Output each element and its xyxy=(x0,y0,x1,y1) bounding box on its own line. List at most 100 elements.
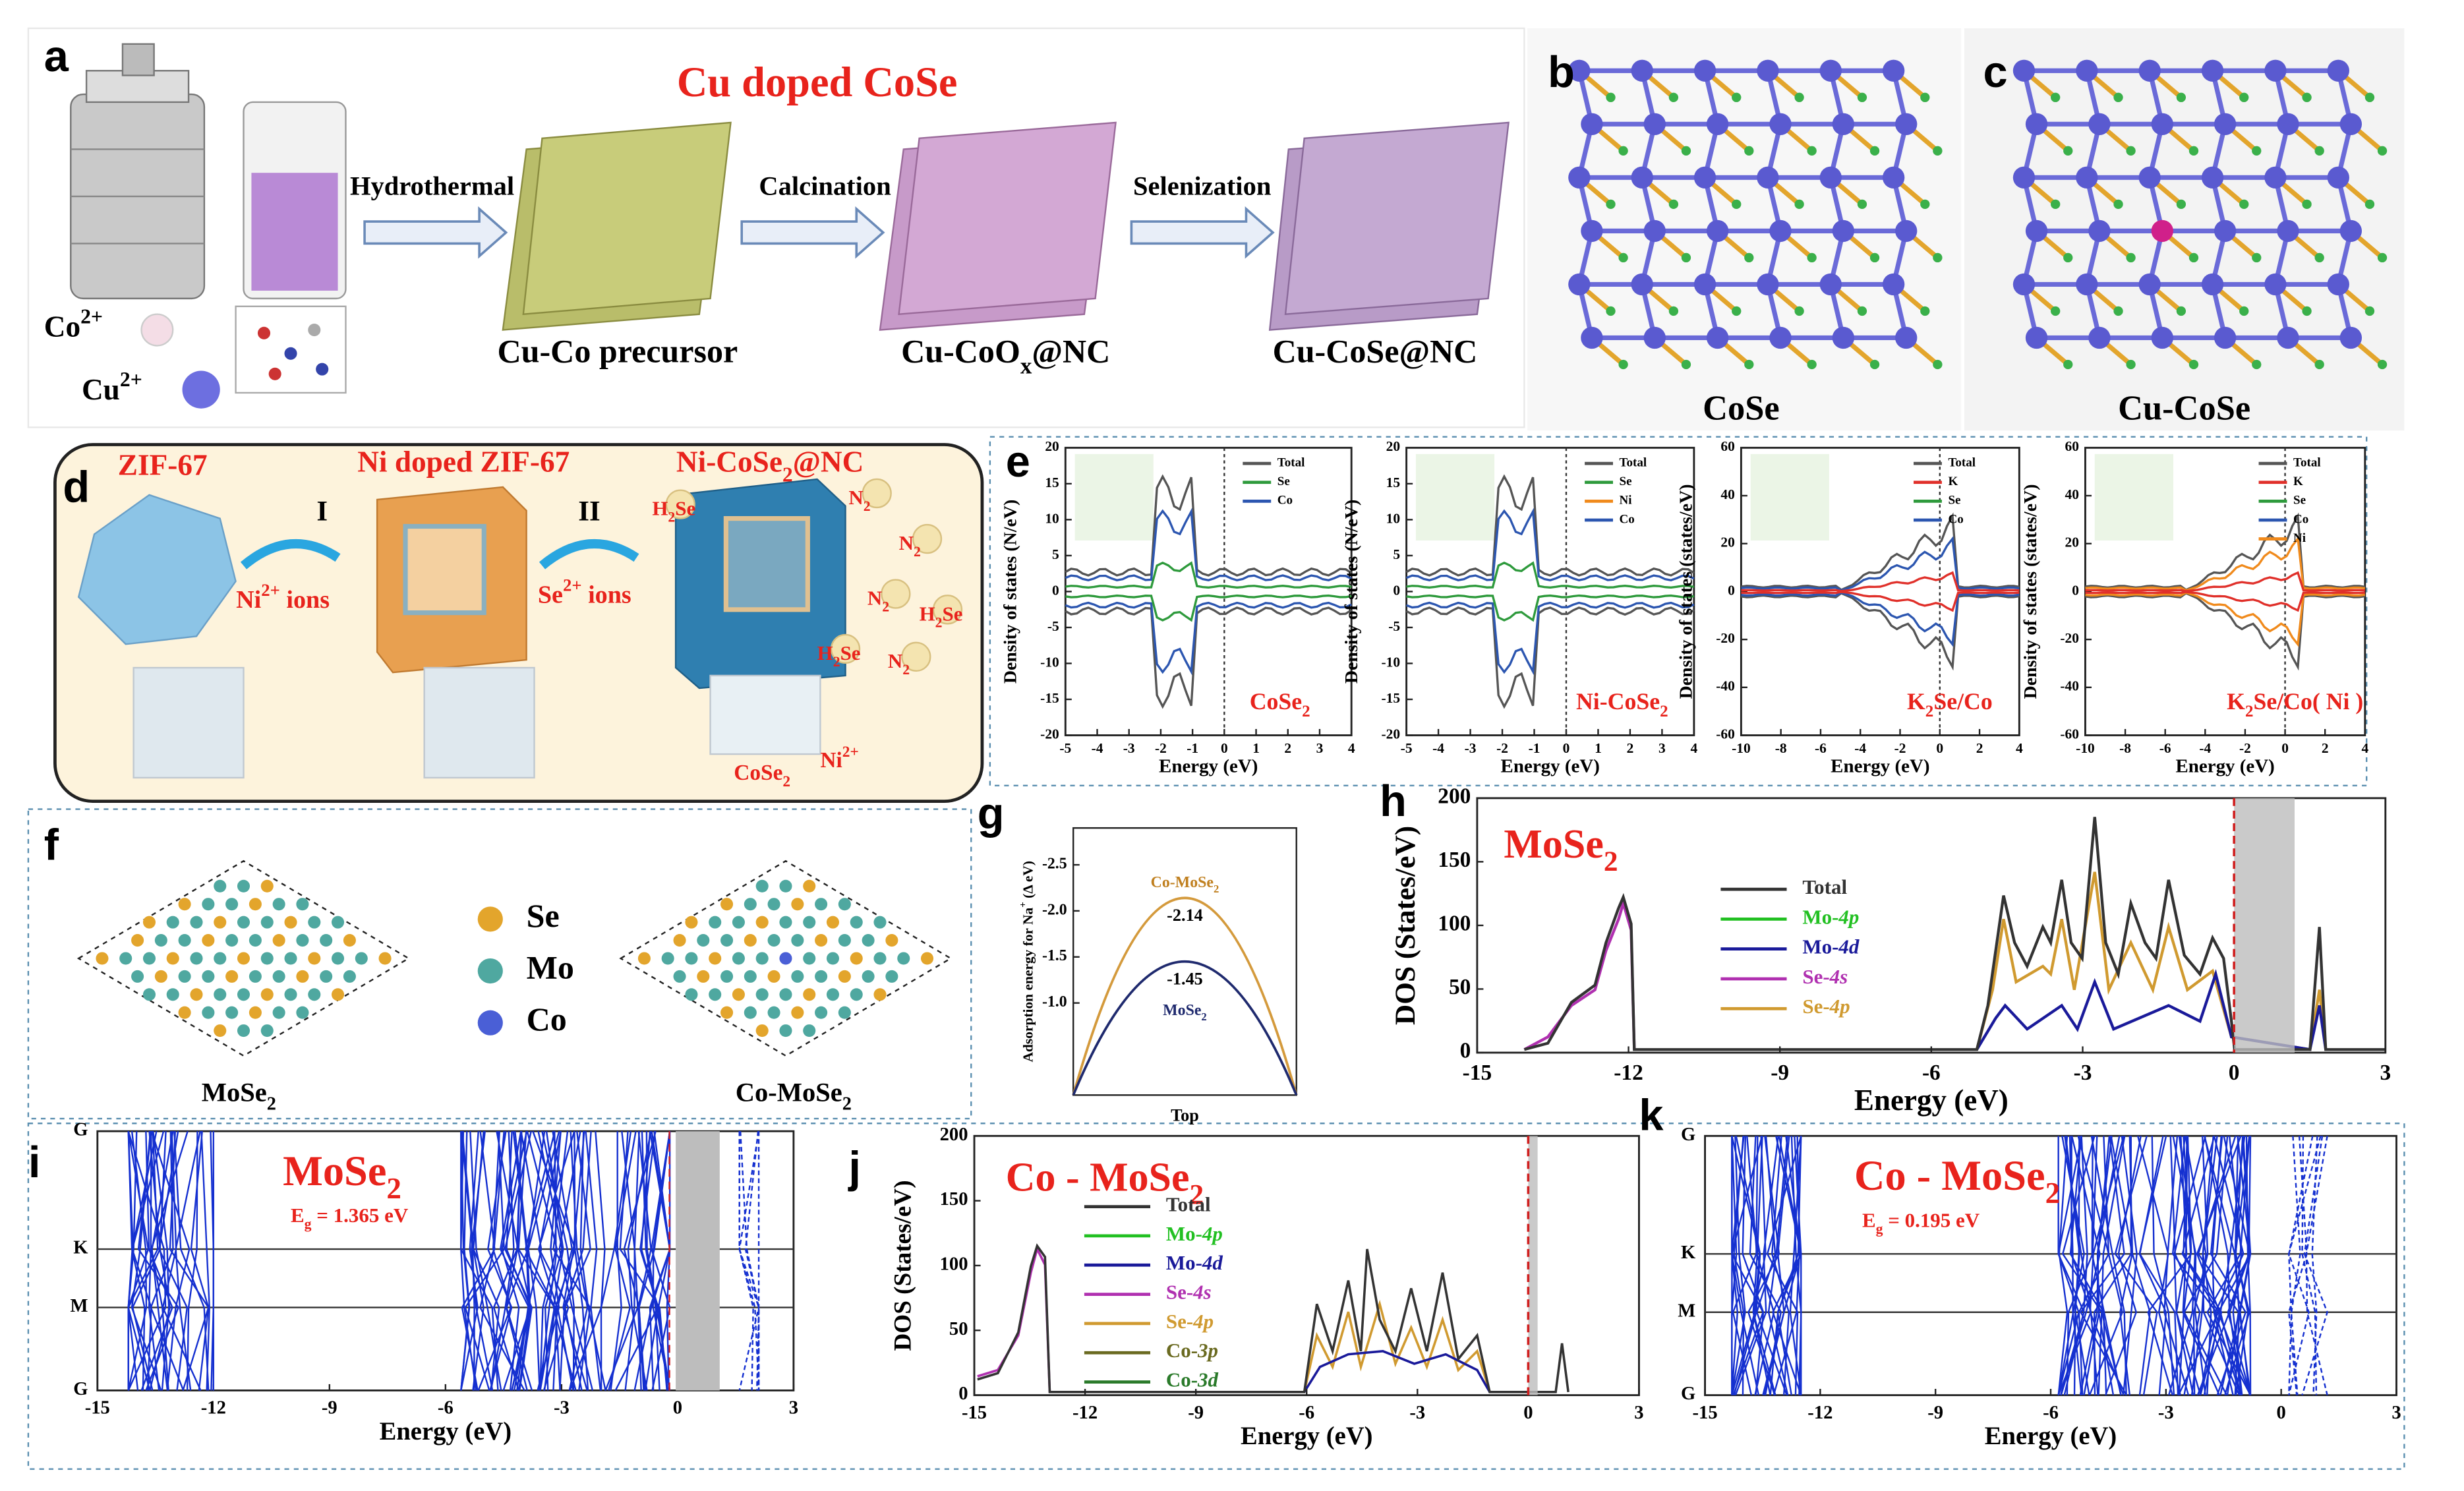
y-tick-label: 40 xyxy=(1720,486,1734,502)
legend-label: Se xyxy=(1948,494,1960,508)
step-label: Hydrothermal xyxy=(350,171,514,200)
atom xyxy=(2327,166,2349,189)
plot-name: CoSe2 xyxy=(1250,688,1310,720)
y-tick-label: 0 xyxy=(958,1384,968,1404)
decoration xyxy=(268,367,281,380)
atom xyxy=(697,970,710,983)
legend-label-part: 4d xyxy=(1202,1251,1223,1274)
y-tick-label: 60 xyxy=(1720,438,1734,454)
y-tick-label: 15 xyxy=(1045,475,1059,490)
gap-label: Eg = 0.195 eV xyxy=(1862,1209,1980,1237)
atom xyxy=(249,898,262,911)
band-line xyxy=(2151,1136,2175,1395)
atom xyxy=(272,1006,285,1019)
atom xyxy=(237,879,250,892)
atom xyxy=(2063,146,2073,156)
atom xyxy=(2252,359,2262,370)
ion-label-part: Se xyxy=(538,581,563,609)
band-line xyxy=(2227,1136,2252,1395)
decoration xyxy=(121,43,155,76)
band-line xyxy=(469,1131,502,1391)
y-tick-label: 50 xyxy=(1449,975,1471,999)
panel-label: f xyxy=(44,821,59,870)
y-tick-label: 60 xyxy=(2065,438,2078,454)
gas-label-part: 2 xyxy=(902,662,910,678)
atom xyxy=(1895,326,1918,349)
plot-title-part: 2 xyxy=(2045,1177,2061,1210)
band-line xyxy=(585,1131,602,1391)
atom xyxy=(237,916,250,929)
x-tick-label: -2 xyxy=(1496,740,1508,756)
inset xyxy=(1750,453,1829,541)
y-tick-label: -2.5 xyxy=(1042,855,1067,872)
energy-curve xyxy=(1072,960,1298,1096)
panel-label: k xyxy=(1639,1092,1664,1140)
band-line xyxy=(200,1131,210,1391)
x-tick-label: 4 xyxy=(1348,740,1355,756)
gas-bubble xyxy=(912,523,943,554)
x-axis-label: Energy (eV) xyxy=(1159,755,1258,776)
atom xyxy=(2302,199,2312,210)
atom xyxy=(1618,359,1628,370)
band-line xyxy=(537,1130,563,1391)
band-line xyxy=(641,1131,660,1391)
legend-label: Co xyxy=(527,1001,567,1038)
band-line xyxy=(150,1130,191,1391)
gas-label-part: N xyxy=(888,649,902,672)
series-label-part: Co-MoSe xyxy=(1151,874,1214,891)
inset-label-part: CoSe xyxy=(734,761,782,785)
ion-label: Ni2+ ions xyxy=(236,580,330,614)
x-tick-label: 3 xyxy=(1316,740,1324,756)
product-label: Cu-Co precursor xyxy=(498,333,738,370)
atom xyxy=(767,1006,780,1019)
atom xyxy=(1568,273,1591,296)
dopant-label-part: 2+ xyxy=(842,744,859,761)
atom xyxy=(2252,146,2262,156)
series-label-part: 2 xyxy=(1214,883,1219,895)
gap-band xyxy=(1528,1136,1538,1395)
atom xyxy=(154,934,167,947)
x-tick-label: -9 xyxy=(322,1398,337,1418)
atom xyxy=(1732,199,1742,210)
atom xyxy=(1807,146,1817,156)
atom xyxy=(131,934,144,947)
y-tick-label: -1.0 xyxy=(1042,993,1067,1010)
atom xyxy=(873,952,887,965)
ion-label-part: Ni xyxy=(236,586,262,614)
plot-name-part: K xyxy=(1907,688,1925,715)
atom xyxy=(249,934,262,947)
panel-ijk-frame xyxy=(27,1123,2405,1470)
atom xyxy=(178,934,191,947)
y-tick-label: 10 xyxy=(1045,510,1059,526)
x-tick-label: 0 xyxy=(2277,1403,2286,1423)
atom xyxy=(885,970,898,983)
decoration xyxy=(182,370,220,409)
atom xyxy=(154,970,167,983)
band-line xyxy=(2057,1136,2085,1395)
atom xyxy=(2239,306,2249,316)
plot-title-part: 2 xyxy=(1190,1179,1204,1210)
stage-label: Ni-CoSe2@NC xyxy=(676,446,864,486)
atom xyxy=(803,988,816,1001)
dos-curve xyxy=(1741,591,2020,647)
atom xyxy=(296,1006,309,1019)
band-line xyxy=(2171,1136,2217,1395)
y-tick-label: 0 xyxy=(1393,582,1400,598)
atom xyxy=(2277,326,2299,349)
atom xyxy=(685,952,698,965)
legend-label-part: 4p xyxy=(1829,995,1850,1018)
atom xyxy=(1794,92,1804,102)
atom xyxy=(791,970,804,983)
plot-frame xyxy=(1072,827,1297,1096)
dos-curve xyxy=(1065,561,1352,589)
ion-label-part: 2+ xyxy=(120,368,142,391)
atom xyxy=(2377,146,2388,156)
atom xyxy=(2012,273,2036,296)
gas-label-part: N xyxy=(899,531,914,554)
legend-label: Mo xyxy=(527,949,574,986)
x-tick-label: 1 xyxy=(1595,740,1602,756)
atom xyxy=(272,934,285,947)
atom xyxy=(1869,359,1880,370)
band-line xyxy=(516,1130,543,1391)
band-line xyxy=(2235,1136,2249,1395)
